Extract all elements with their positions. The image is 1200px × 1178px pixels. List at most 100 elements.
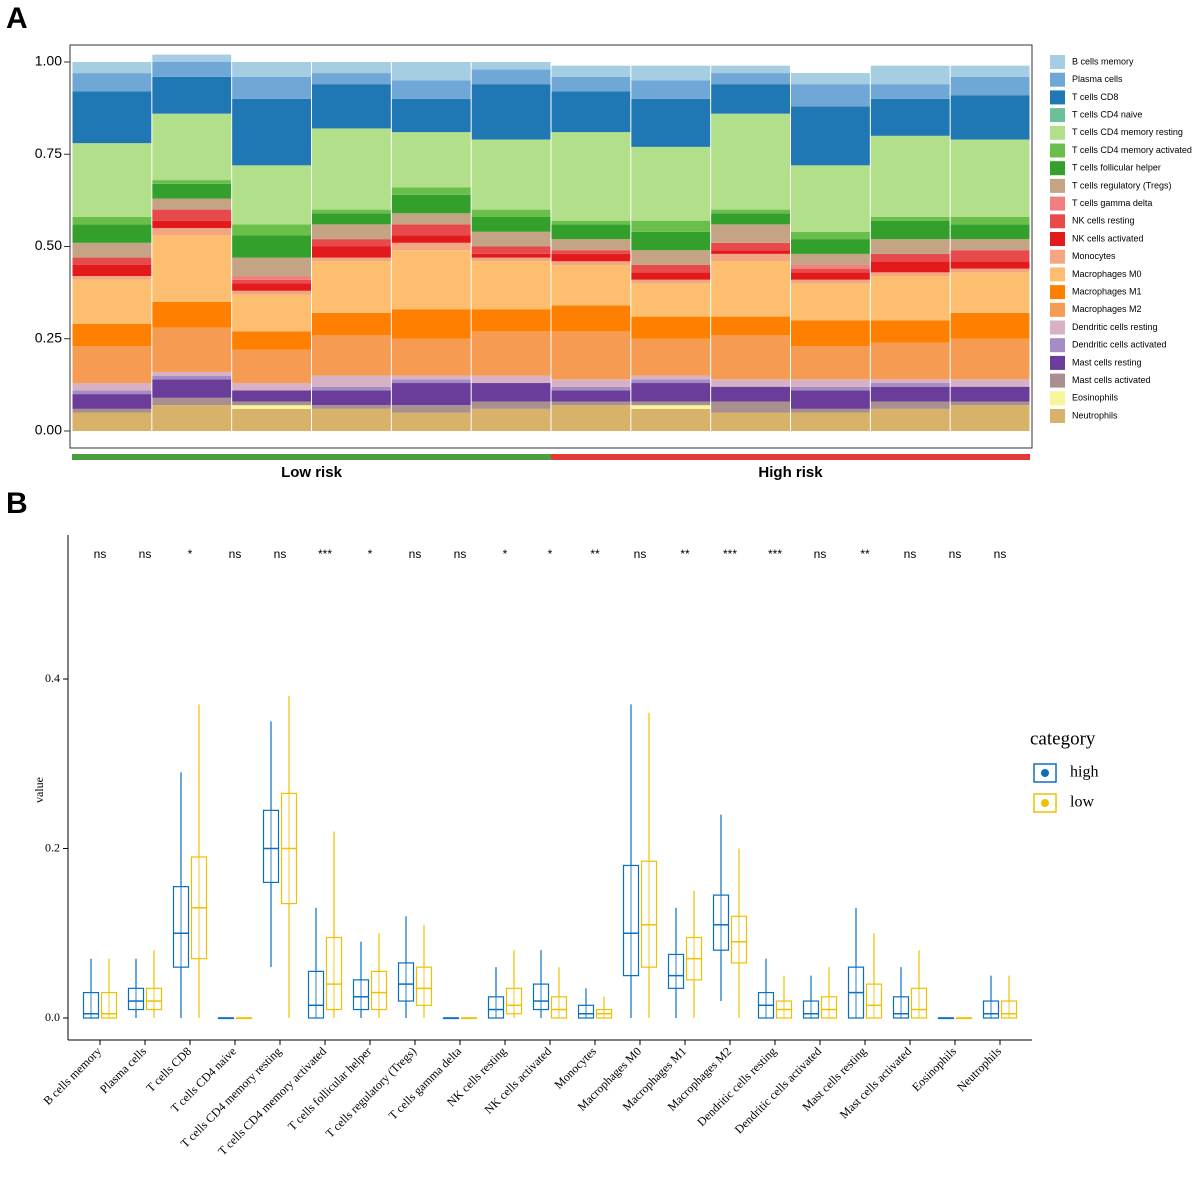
legend-swatch [1050, 409, 1065, 423]
bar-segment [391, 132, 471, 188]
legend-label: Mast cells activated [1072, 375, 1151, 385]
bar-segment [551, 250, 631, 254]
bar-segment [312, 239, 391, 247]
bar-segment [72, 346, 152, 384]
bar-segment [312, 312, 391, 336]
bar-segment [711, 250, 790, 254]
bar-segment [870, 386, 950, 402]
bar-segment [711, 401, 790, 413]
bar-segment [950, 95, 1030, 140]
bar-segment [152, 54, 232, 62]
bar-segment [312, 209, 391, 214]
box [667, 953, 685, 989]
legend-label: Macrophages M0 [1072, 269, 1142, 279]
bar-segment [471, 331, 551, 376]
bar-segment [471, 401, 551, 409]
legend-label: T cells CD8 [1072, 92, 1118, 102]
bar-segment [791, 283, 870, 321]
bar-segment [791, 253, 870, 265]
bar-segment [312, 246, 391, 258]
box [982, 1000, 1000, 1019]
bar-segment [152, 375, 232, 380]
bar-segment [471, 139, 551, 210]
bar-segment [232, 257, 311, 277]
bar-segment [791, 73, 870, 85]
bar-segment [870, 401, 950, 409]
legend-swatch [1050, 391, 1065, 406]
bar-segment [791, 320, 870, 347]
bar-segment [950, 250, 1030, 262]
bar-segment [711, 84, 790, 114]
bar-segment [791, 408, 870, 413]
group-label: High risk [758, 464, 823, 481]
y-tick-label: 0.0 [45, 1010, 60, 1024]
significance-label: * [188, 547, 193, 561]
legend-swatch [1050, 214, 1065, 229]
bar-segment [471, 231, 551, 247]
significance-label: *** [318, 547, 332, 561]
bar-segment [232, 276, 311, 280]
bar-segment [631, 283, 711, 317]
legend-swatch [1050, 302, 1065, 317]
bar-segment [631, 375, 711, 380]
legend-label: high [1070, 764, 1098, 781]
bar-segment [870, 342, 950, 380]
legend-label: NK cells activated [1072, 233, 1144, 243]
bar-segment [711, 253, 790, 262]
bar-segment [950, 401, 1030, 406]
bar-segment [471, 246, 551, 254]
bar-segment [711, 213, 790, 225]
box [910, 987, 928, 1019]
legend-swatch [1050, 285, 1065, 300]
bar-segment [471, 375, 551, 384]
bar-segment [870, 135, 950, 217]
box [100, 991, 118, 1019]
bar-segment [551, 239, 631, 251]
bar-segment [791, 84, 870, 107]
bar-segment [551, 65, 631, 77]
bar-segment [72, 390, 152, 395]
bar-segment [711, 73, 790, 85]
group-bar [551, 454, 1030, 460]
y-tick-label: 0.4 [45, 671, 60, 685]
bar-segment [711, 224, 790, 243]
bar-segment [870, 253, 950, 262]
bar-segment [391, 375, 471, 380]
bar-segment [72, 279, 152, 324]
bar-segment [551, 76, 631, 92]
bar-segment [72, 257, 152, 265]
bar-segment [72, 62, 152, 74]
bar-segment [391, 412, 471, 431]
significance-label: ns [814, 547, 827, 561]
bar-segment [72, 264, 152, 277]
bar-segment [631, 338, 711, 376]
box [370, 970, 388, 1011]
x-tick-label: Dendritic cells resting [694, 1044, 779, 1129]
group-label: Low risk [281, 464, 343, 481]
bar-segment [72, 216, 152, 225]
bar-segment [950, 379, 1030, 387]
significance-label: ns [94, 547, 107, 561]
significance-label: ns [274, 547, 287, 561]
bar-segment [950, 239, 1030, 251]
bar-segment [232, 405, 311, 409]
panel-label: B [6, 487, 28, 520]
bar-segment [631, 98, 711, 147]
bar-segment [711, 242, 790, 251]
bar-segment [391, 213, 471, 225]
box [532, 983, 550, 1011]
panel-label: A [6, 2, 28, 35]
bar-segment [950, 76, 1030, 96]
bar-segment [152, 62, 232, 77]
box [415, 966, 433, 1006]
bar-segment [870, 216, 950, 221]
bar-segment [791, 386, 870, 391]
legend-label: T cells regulatory (Tregs) [1072, 180, 1172, 190]
legend-label: Mast cells resting [1072, 357, 1142, 367]
bar-segment [232, 165, 311, 225]
bar-segment [471, 253, 551, 258]
legend-swatch [1050, 143, 1065, 158]
box [820, 996, 838, 1019]
legend-dot [1041, 769, 1049, 777]
significance-label: ns [994, 547, 1007, 561]
